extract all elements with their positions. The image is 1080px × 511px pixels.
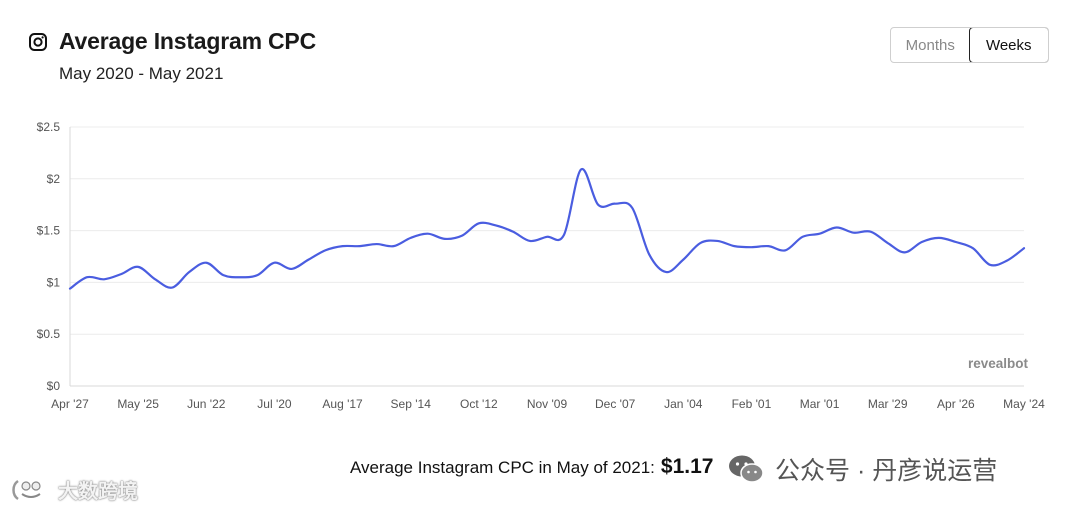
wechat-watermark-text: 公众号 · 丹彦说运营 bbox=[775, 457, 998, 485]
x-tick-label: Aug '17 bbox=[322, 397, 363, 411]
data-point[interactable] bbox=[800, 234, 806, 240]
line-chart: $0 $0.5 $1 $1.5 $2 $2.5 Apr '27 May '25 Jun '22 J… bbox=[37, 120, 1046, 411]
data-point[interactable] bbox=[237, 274, 243, 280]
dashukuajing-watermark: 大数跨境 bbox=[10, 475, 138, 504]
data-point[interactable] bbox=[680, 257, 686, 263]
data-point[interactable] bbox=[919, 239, 925, 245]
data-point[interactable] bbox=[306, 257, 312, 263]
data-point[interactable] bbox=[459, 233, 465, 239]
cpc-series-line bbox=[68, 168, 1026, 290]
x-tick-label: Feb '01 bbox=[732, 397, 772, 411]
x-tick-label: Sep '14 bbox=[391, 397, 432, 411]
dashukuajing-logo-icon bbox=[12, 479, 41, 500]
x-tick-label: Mar '29 bbox=[868, 397, 908, 411]
data-point[interactable] bbox=[84, 274, 90, 280]
summary-label: Average Instagram CPC in May of 2021: bbox=[350, 458, 655, 477]
data-point[interactable] bbox=[323, 247, 329, 253]
data-point[interactable] bbox=[783, 247, 789, 253]
x-tick-label: Apr '27 bbox=[51, 397, 89, 411]
summary-value: $1.17 bbox=[660, 455, 714, 478]
y-tick-label: $1.5 bbox=[37, 224, 61, 238]
y-tick-label: $1 bbox=[47, 275, 61, 289]
summary-footer: Average Instagram CPC in May of 2021: $1.… bbox=[350, 455, 713, 479]
data-point[interactable] bbox=[1021, 245, 1027, 251]
x-tick-label: Jul '20 bbox=[257, 397, 292, 411]
data-point[interactable] bbox=[186, 269, 192, 275]
data-point[interactable] bbox=[902, 249, 908, 255]
x-tick-label: Oct '12 bbox=[460, 397, 498, 411]
data-point[interactable] bbox=[561, 232, 567, 238]
data-point[interactable] bbox=[697, 240, 703, 246]
data-point[interactable] bbox=[851, 230, 857, 236]
data-point[interactable] bbox=[374, 241, 380, 247]
data-point[interactable] bbox=[1004, 258, 1010, 264]
data-point[interactable] bbox=[748, 244, 754, 250]
data-point[interactable] bbox=[135, 264, 141, 270]
data-point[interactable] bbox=[67, 286, 73, 292]
data-point[interactable] bbox=[408, 235, 414, 241]
data-point[interactable] bbox=[169, 285, 175, 291]
instagram-icon bbox=[29, 32, 47, 51]
data-point[interactable] bbox=[953, 239, 959, 245]
x-tick-label: Jan '04 bbox=[664, 397, 703, 411]
data-point[interactable] bbox=[612, 201, 618, 207]
x-tick-label: Mar '01 bbox=[800, 397, 840, 411]
months-toggle-button[interactable]: Months bbox=[905, 36, 955, 54]
data-point[interactable] bbox=[288, 266, 294, 272]
data-point[interactable] bbox=[510, 229, 516, 235]
data-point[interactable] bbox=[391, 243, 397, 249]
y-tick-label: $0.5 bbox=[37, 327, 61, 341]
revealbot-watermark: revealbot bbox=[968, 356, 1029, 371]
x-tick-label: May '24 bbox=[1003, 397, 1045, 411]
data-point[interactable] bbox=[544, 234, 550, 240]
data-point[interactable] bbox=[101, 276, 107, 282]
y-tick-label: $0 bbox=[47, 379, 61, 393]
data-point[interactable] bbox=[765, 243, 771, 249]
data-point[interactable] bbox=[595, 202, 601, 208]
data-point[interactable] bbox=[663, 269, 669, 275]
data-point[interactable] bbox=[527, 238, 533, 244]
data-point[interactable] bbox=[970, 245, 976, 251]
dashukuajing-watermark-text: 大数跨境 bbox=[58, 481, 138, 503]
y-tick-label: $2 bbox=[47, 172, 61, 186]
data-point[interactable] bbox=[476, 220, 482, 226]
data-point[interactable] bbox=[357, 243, 363, 249]
x-tick-label: May '25 bbox=[117, 397, 159, 411]
data-point[interactable] bbox=[118, 271, 124, 277]
data-point[interactable] bbox=[629, 205, 635, 211]
data-point[interactable] bbox=[425, 231, 431, 237]
wechat-watermark: 公众号 · 丹彦说运营 bbox=[727, 451, 997, 487]
chart-header: Average Instagram CPC bbox=[29, 28, 316, 55]
data-point[interactable] bbox=[442, 236, 448, 242]
x-tick-label: Nov '09 bbox=[527, 397, 568, 411]
wechat-icon bbox=[729, 455, 764, 483]
data-point[interactable] bbox=[885, 240, 891, 246]
data-point[interactable] bbox=[578, 166, 584, 172]
x-tick-label: Dec '07 bbox=[595, 397, 636, 411]
data-point[interactable] bbox=[936, 235, 942, 241]
data-point[interactable] bbox=[340, 243, 346, 249]
data-point[interactable] bbox=[834, 224, 840, 230]
data-point[interactable] bbox=[868, 229, 874, 235]
data-point[interactable] bbox=[493, 222, 499, 228]
x-tick-label: Apr '26 bbox=[937, 397, 975, 411]
y-tick-label: $2.5 bbox=[37, 120, 61, 134]
chart-subtitle: May 2020 - May 2021 bbox=[59, 64, 224, 83]
data-point[interactable] bbox=[817, 231, 823, 237]
weeks-toggle-button[interactable]: Weeks bbox=[968, 28, 1048, 62]
data-point[interactable] bbox=[203, 260, 209, 266]
chart-title: Average Instagram CPC bbox=[59, 28, 316, 54]
data-point[interactable] bbox=[714, 238, 720, 244]
data-point[interactable] bbox=[220, 272, 226, 278]
data-point[interactable] bbox=[271, 260, 277, 266]
data-point[interactable] bbox=[987, 262, 993, 268]
period-toggle: Months Weeks bbox=[890, 27, 1049, 63]
data-point[interactable] bbox=[152, 276, 158, 282]
x-tick-label: Jun '22 bbox=[187, 397, 226, 411]
data-point[interactable] bbox=[254, 272, 260, 278]
data-point[interactable] bbox=[731, 243, 737, 249]
data-point[interactable] bbox=[646, 251, 652, 257]
